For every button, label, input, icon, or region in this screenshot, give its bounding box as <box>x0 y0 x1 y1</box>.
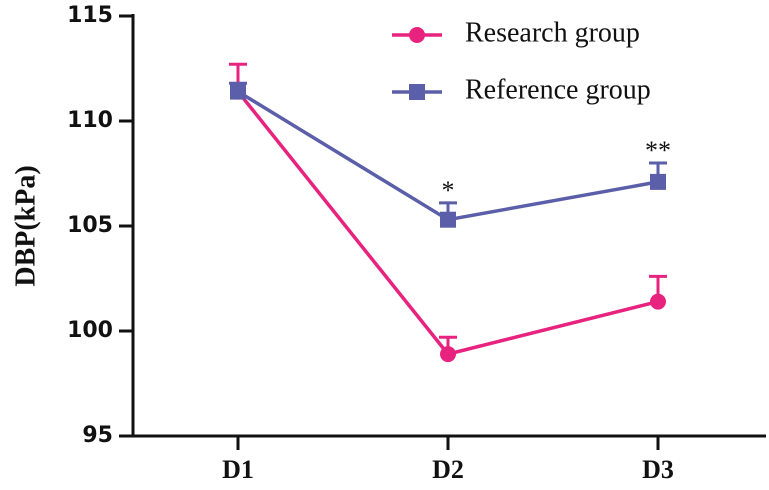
marker <box>650 173 666 190</box>
y-tick-label: 105 <box>67 213 113 238</box>
legend-marker <box>409 27 425 43</box>
x-tick-label: D2 <box>432 455 464 484</box>
marker <box>230 83 246 100</box>
y-tick-label: 115 <box>67 3 113 28</box>
annotation: * <box>442 176 455 205</box>
legend-marker <box>409 84 425 100</box>
y-tick-label: 110 <box>67 108 113 133</box>
y-tick-label: 95 <box>82 423 113 448</box>
annotation: ** <box>645 136 671 165</box>
y-tick-label: 100 <box>67 318 113 343</box>
y-axis-label: DBP(kPa) <box>10 165 41 286</box>
marker <box>440 346 456 363</box>
x-tick-label: D1 <box>222 455 254 484</box>
marker <box>650 293 666 310</box>
legend-label: Research group <box>465 17 640 48</box>
marker <box>440 211 456 228</box>
x-tick-label: D3 <box>642 455 674 484</box>
legend-label: Reference group <box>465 74 651 105</box>
